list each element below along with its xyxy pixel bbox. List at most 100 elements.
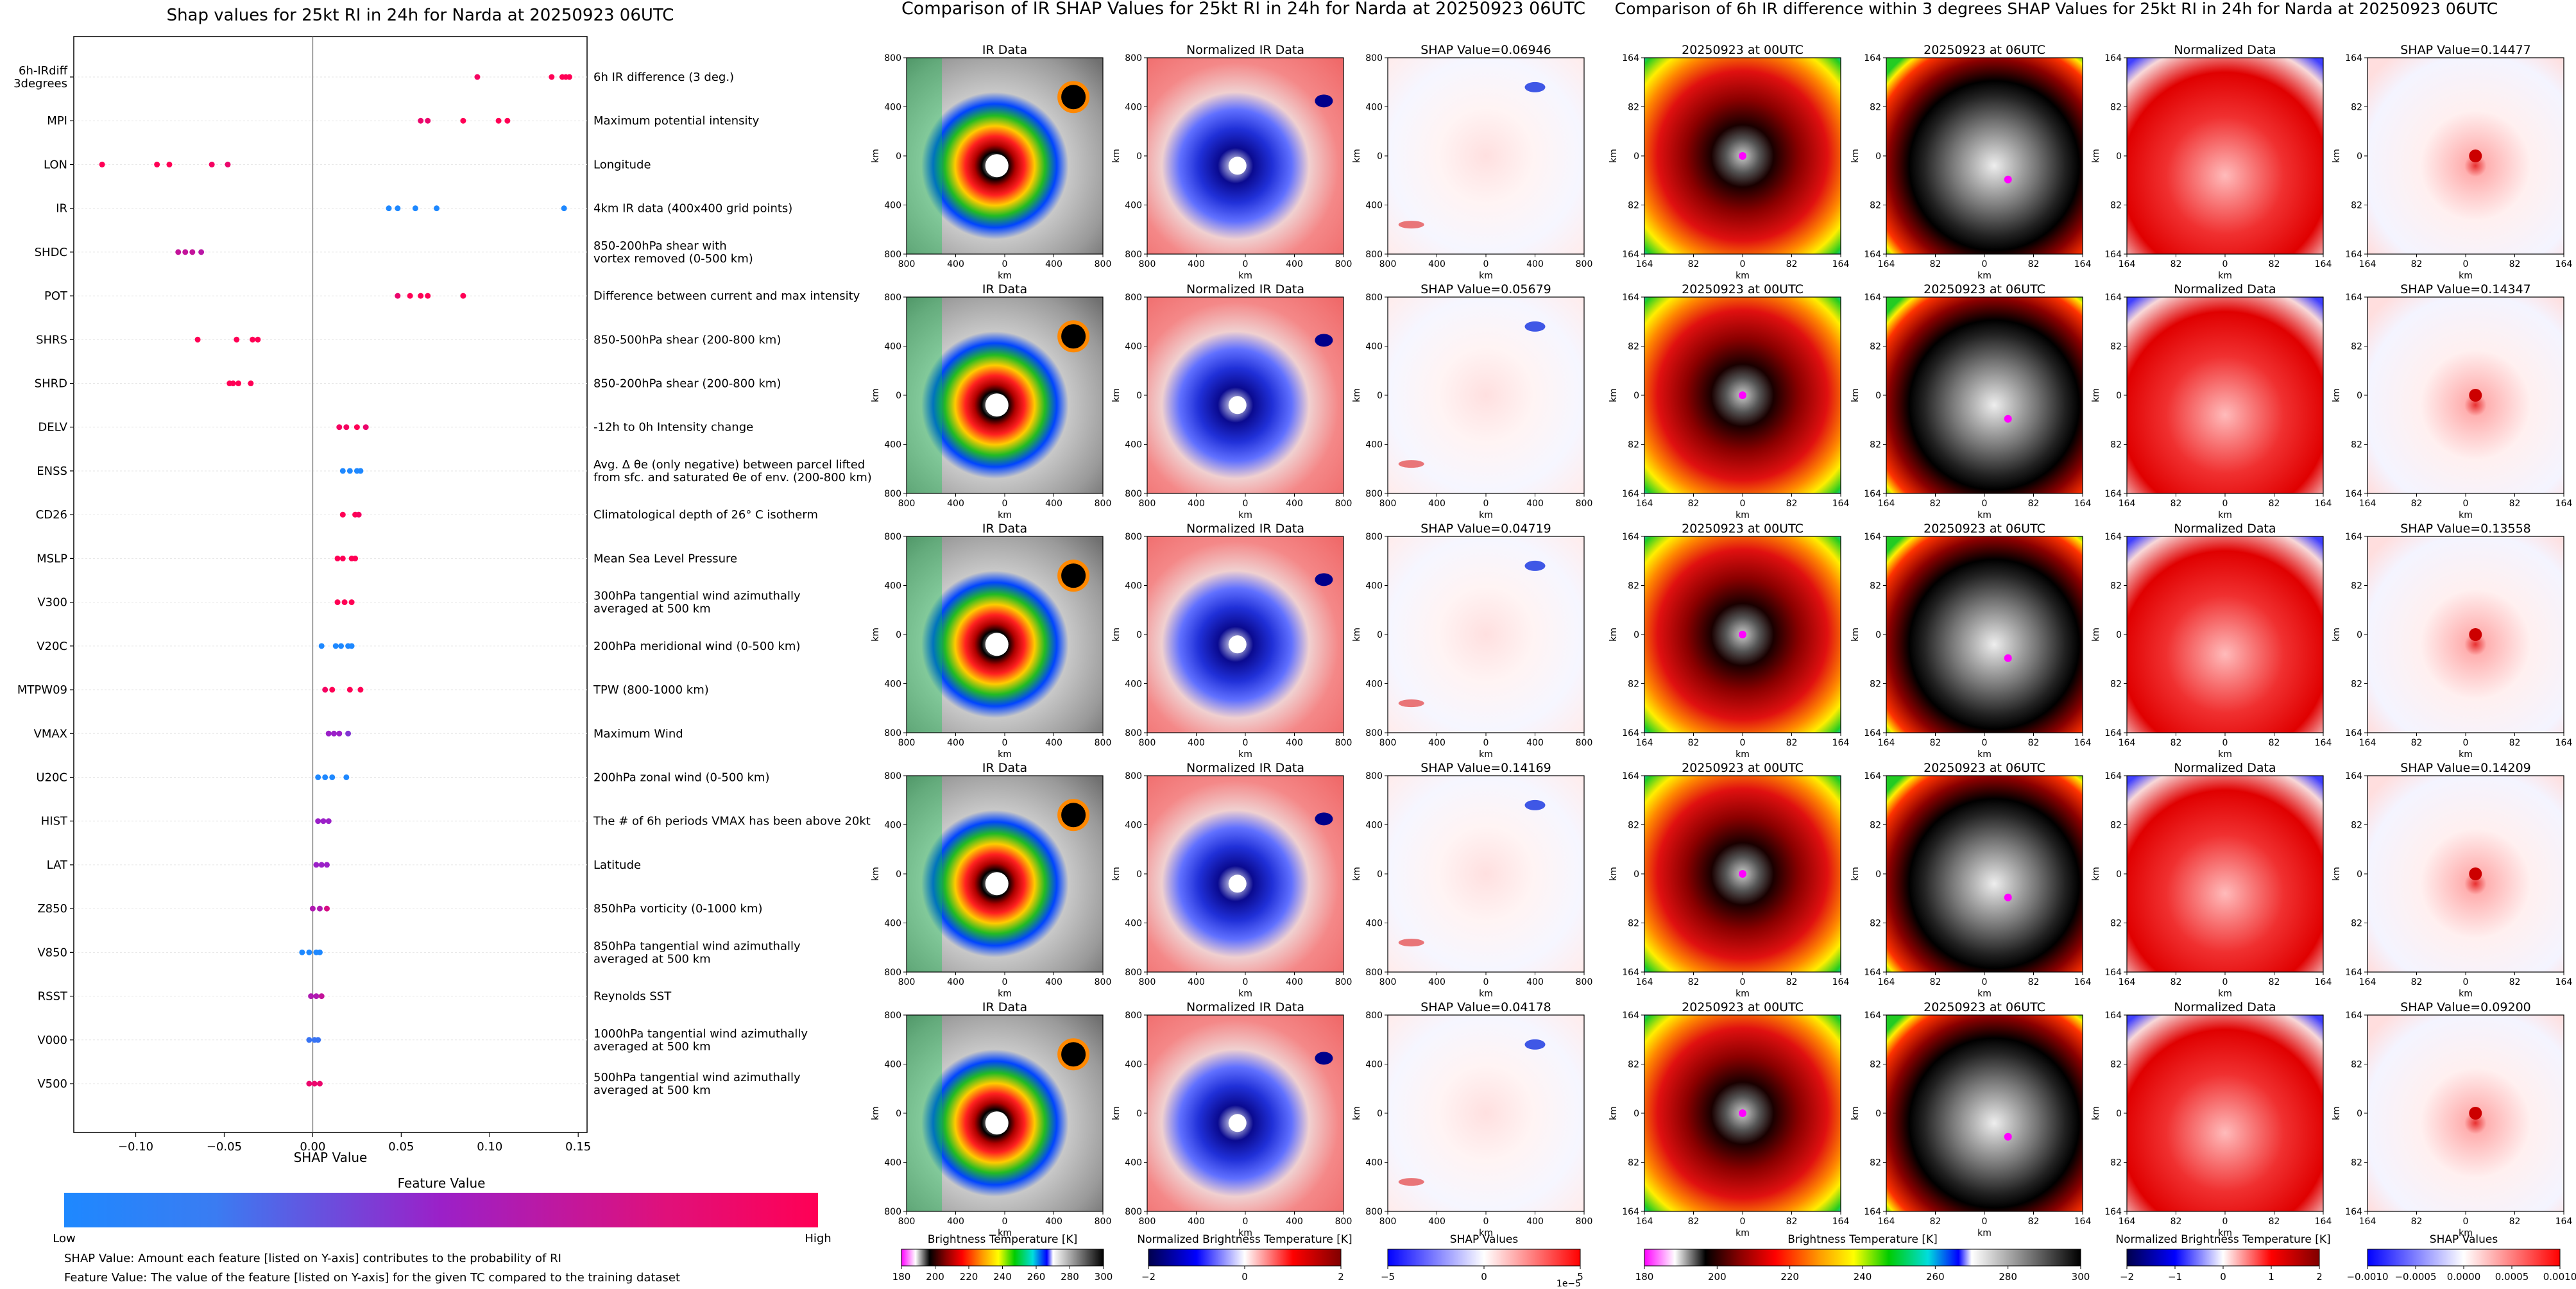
y-axis-label: km [1850,388,1861,402]
y-tick-label: 800 [1365,728,1383,738]
subplot-title: SHAP Value=0.14347 [2400,282,2531,296]
y-tick-label: 0 [1136,1109,1142,1119]
x-tick-label: 0 [1740,259,1746,269]
shap-point [309,905,316,912]
storm-center-marker [1739,152,1746,160]
subplot-image [2127,297,2323,493]
y-tick-label: 82 [2110,919,2122,929]
x-tick-label: 164 [1636,1216,1653,1227]
x-tick-label: 0 [2463,738,2469,748]
x-tick-label: 0.00 [300,1140,325,1154]
subplot-title: IR Data [982,1000,1027,1014]
y-tick-label: 0 [2357,869,2362,880]
y-axis-label: km [1608,149,1619,163]
shap-point [318,643,325,649]
x-tick-label: 82 [1930,499,1941,509]
y-tick-label: 82 [2110,1060,2122,1070]
subplot-image [1147,776,1343,972]
x-tick-label: 164 [2074,1216,2092,1227]
x-tick-label: 82 [1786,499,1798,509]
y-tick-label: 0 [1377,391,1383,401]
storm-eye [985,154,1009,178]
x-tick-label: 400 [1286,259,1303,269]
colorbar-label: Brightness Temperature [K] [928,1233,1077,1246]
subplot-title: Normalized Data [2174,1000,2276,1014]
y-axis-label: km [2091,867,2101,881]
y-axis-label: km [2332,388,2342,402]
y-tick-label: 400 [1125,679,1142,690]
x-tick-label: 400 [1045,259,1062,269]
x-tick-label: 400 [1286,738,1303,748]
image-colorbars: Brightness Temperature [K]180 200 220 240 26… [892,1233,2576,1289]
x-tick-label: 800 [1335,1216,1352,1227]
irdiff-comparison-title: Comparison of 6h IR difference within 3 … [1615,0,2498,18]
subplot-title: 20250923 at 00UTC [1682,282,1804,296]
y-tick-label: 82 [2351,342,2362,352]
y-tick-label: 800 [884,293,901,303]
x-tick-label: 800 [1576,259,1593,269]
shap-hotspot [1398,699,1424,708]
feature-description: 850-200hPa shear (200-800 km) [593,377,781,391]
y-tick-label: 800 [1125,250,1142,260]
y-tick-label: 800 [1365,532,1383,542]
y-tick-label: 82 [1628,581,1639,592]
feature-descriptions: 6h IR difference (3 deg.) Maximum potenti… [593,71,872,1097]
y-tick-label: 164 [2345,250,2362,260]
shap-point [320,818,327,824]
x-tick-label: 164 [2119,738,2136,748]
feature-description: Climatological depth of 26° C isotherm [593,508,818,522]
y-tick-label: 164 [1864,250,1881,260]
y-tick-label: 82 [1870,919,1881,929]
storm-cell [1315,812,1333,826]
x-tick-label: 800 [1139,259,1156,269]
y-tick-label: 800 [884,1207,901,1217]
x-tick-label: 164 [2315,738,2332,748]
y-tick-label: 164 [1622,1011,1639,1021]
shap-point [357,468,364,474]
colorbar [1387,1249,1581,1267]
subplot-title: 20250923 at 00UTC [1682,43,1804,57]
shap-point [323,905,330,912]
x-tick-label: 82 [2171,977,2182,987]
storm-center-marker [2004,414,2012,423]
colorbar [2126,1249,2320,1267]
shap-point [418,293,424,299]
y-tick-label: 400 [1365,201,1383,211]
storm-cell [1057,81,1090,114]
y-tick-label: 82 [2110,440,2122,450]
y-tick-label: 164 [1622,293,1639,303]
shap-point [315,818,321,824]
shap-hotspot [2469,867,2482,880]
y-tick-label: 164 [2345,1011,2362,1021]
shap-point [343,424,350,431]
storm-eye [985,872,1009,896]
y-tick-label: 82 [2351,201,2362,211]
shap-point [561,205,567,212]
x-axis-label: km [1977,510,1992,520]
subplot-image [1886,1015,2083,1211]
storm-eye [985,1111,1009,1135]
colorbar-tick-label: 180 [892,1271,911,1283]
subplot-title: Normalized Data [2174,761,2276,775]
x-tick-label: 164 [1832,259,1850,269]
feature-label: V300 [37,596,67,610]
storm-cell [1057,799,1090,832]
feature-label: CD26 [36,508,67,522]
y-tick-label: 800 [884,532,901,542]
y-tick-label: 164 [2104,293,2122,303]
y-tick-label: 82 [1870,679,1881,690]
colorbar-label: Brightness Temperature [K] [1787,1233,1937,1246]
feature-label: V000 [37,1034,67,1047]
shap-point [348,599,355,606]
x-tick-label: 164 [2315,259,2332,269]
x-tick-label: 164 [2359,499,2376,509]
shap-point [332,643,339,649]
y-tick-label: 82 [2351,440,2362,450]
